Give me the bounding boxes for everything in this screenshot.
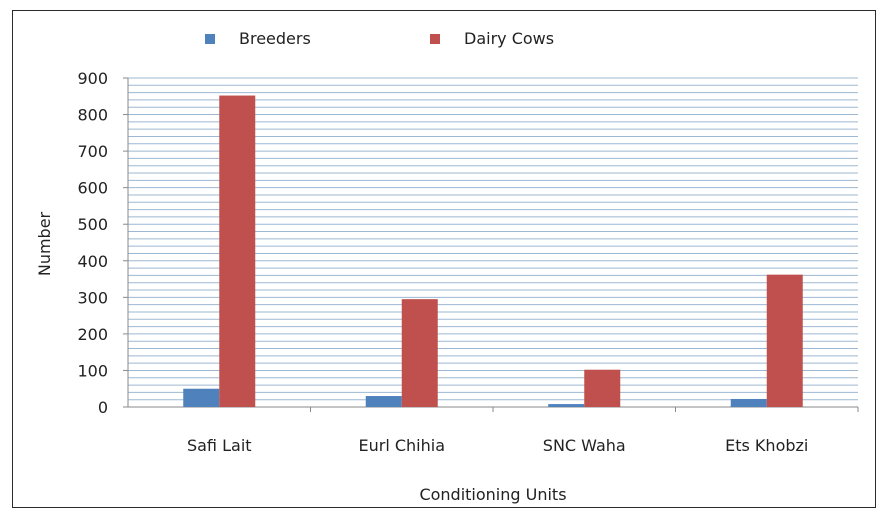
y-tick-label: 200: [77, 325, 108, 344]
y-tick-label: 100: [77, 361, 108, 380]
y-tick-label: 700: [77, 142, 108, 161]
x-tick-labels: Safi Lait Eurl Chihia SNC Waha Ets Khobzi: [187, 407, 859, 455]
x-tick-label: Eurl Chihia: [358, 436, 445, 455]
y-tick-label: 0: [98, 398, 108, 417]
y-tick-label: 400: [77, 252, 108, 271]
legend-swatch: [205, 34, 215, 44]
legend: Breeders Dairy Cows: [205, 29, 554, 48]
x-tick-label: SNC Waha: [543, 436, 626, 455]
legend-label: Breeders: [239, 29, 311, 48]
y-tick-label: 800: [77, 106, 108, 125]
bar-breeders: [183, 388, 220, 407]
bar-dairy-cows: [401, 299, 438, 407]
bar-dairy-cows: [766, 274, 803, 407]
x-tick-label: Safi Lait: [187, 436, 252, 455]
bar-dairy-cows: [584, 369, 621, 407]
x-axis-title: Conditioning Units: [419, 485, 566, 504]
y-axis-title: Number: [35, 211, 54, 276]
legend-swatch: [430, 34, 440, 44]
y-tick-label: 900: [77, 69, 108, 88]
y-tick-label: 300: [77, 288, 108, 307]
y-tick-label: 600: [77, 179, 108, 198]
x-tick-label: Ets Khobzi: [725, 436, 808, 455]
bar-breeders: [548, 404, 585, 407]
bars: [183, 95, 803, 408]
bar-dairy-cows: [219, 95, 256, 408]
y-tick-labels: 0 100 200 300 400 500 600 700 800 900: [77, 69, 128, 417]
bar-breeders: [730, 398, 767, 407]
bar-breeders: [365, 396, 402, 407]
y-tick-label: 500: [77, 215, 108, 234]
legend-label: Dairy Cows: [464, 29, 554, 48]
